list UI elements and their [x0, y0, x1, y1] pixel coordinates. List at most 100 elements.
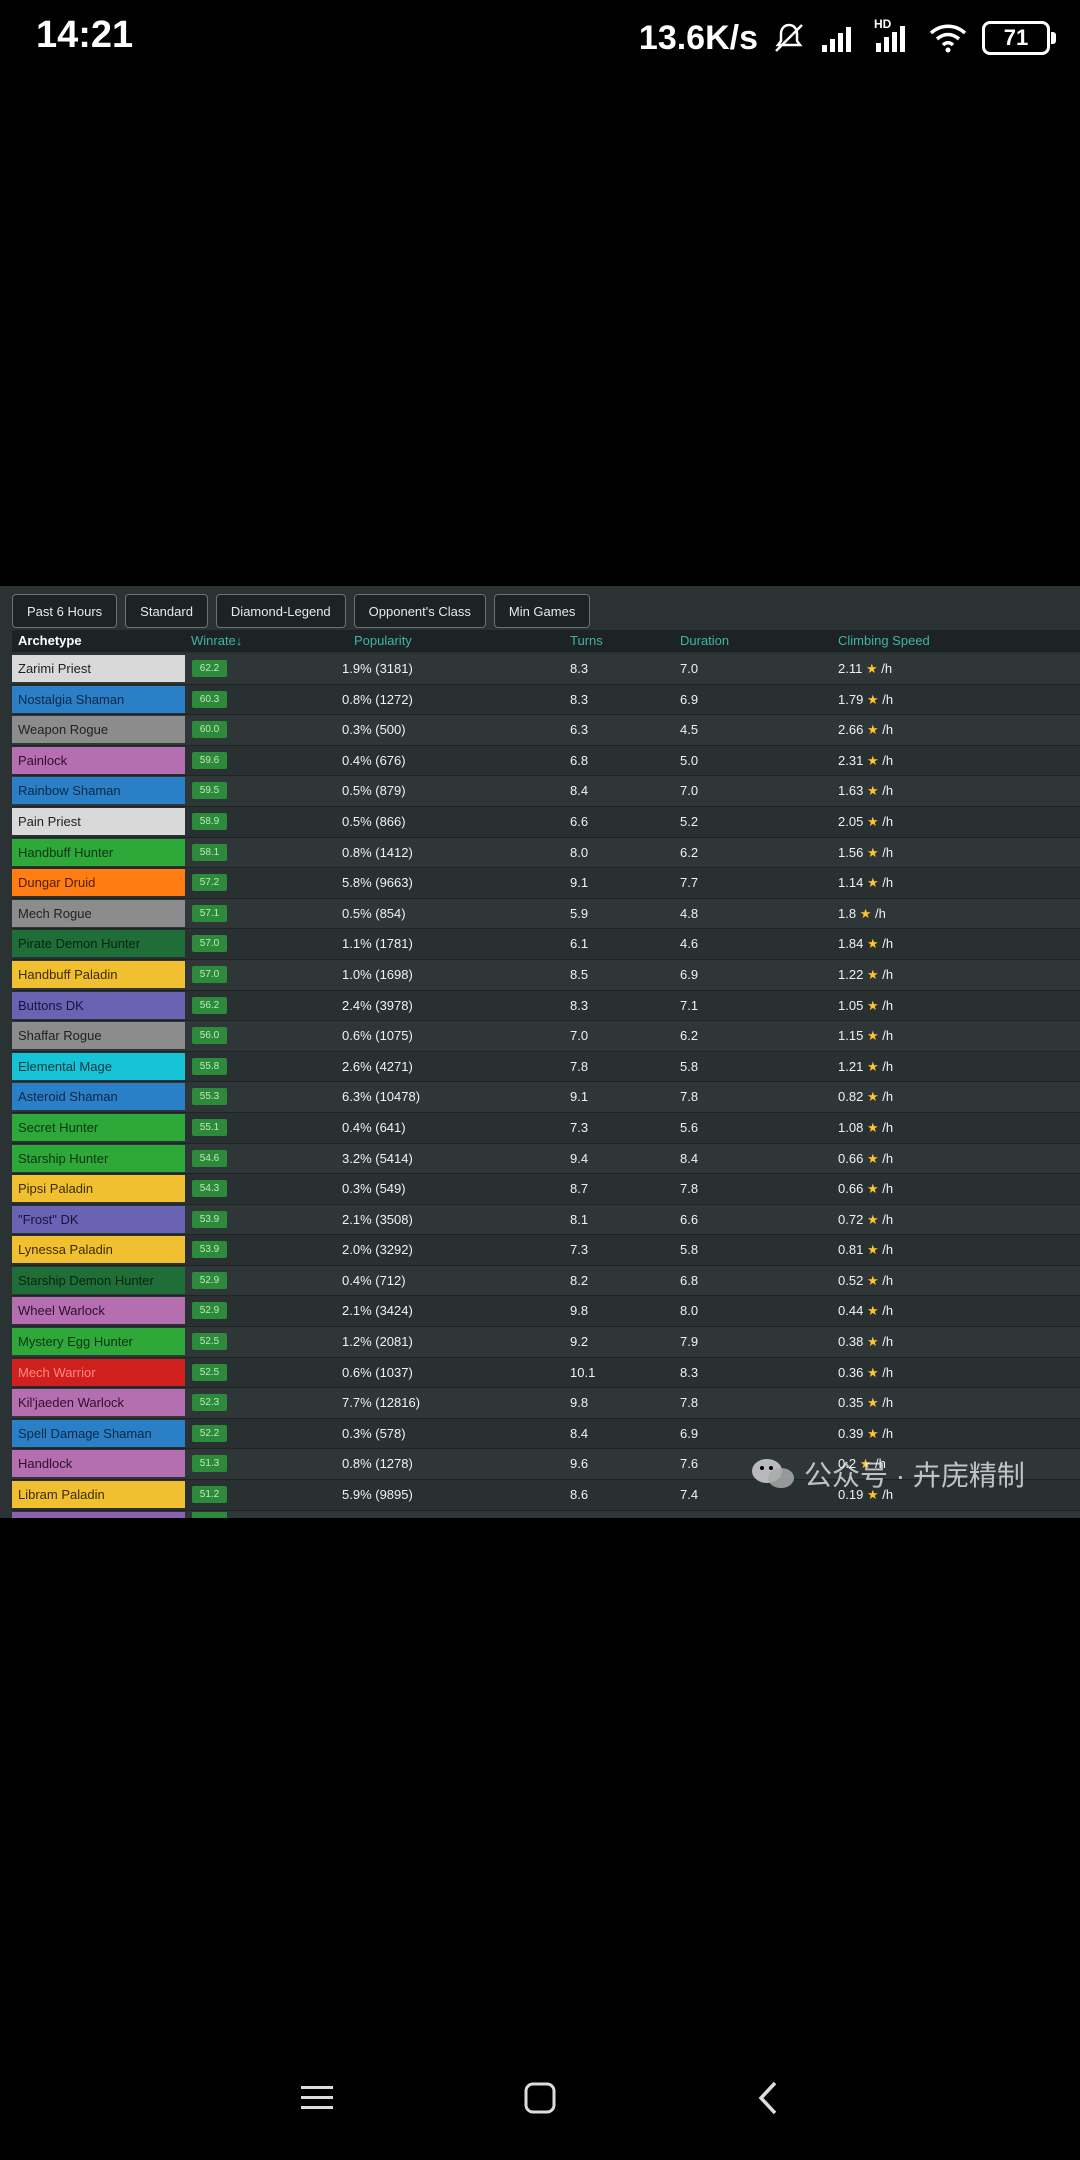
winrate-badge: 53.9 — [192, 1241, 227, 1259]
duration-cell: 5.2 — [680, 813, 699, 829]
archetype-name[interactable]: Nostalgia Shaman — [12, 685, 185, 713]
col-climbing-speed[interactable]: Climbing Speed — [838, 633, 930, 648]
duration-cell: 6.9 — [680, 1425, 699, 1441]
home-icon[interactable] — [510, 2068, 570, 2128]
archetype-name[interactable]: Dungar Druid — [12, 869, 185, 897]
table-row[interactable]: Starship Demon Hunter 52.9 0.4% (712) 8.2 6.… — [12, 1265, 1080, 1297]
table-row[interactable]: Nostalgia Shaman 60.3 0.8% (1272) 8.3 6.9 1.7… — [12, 684, 1080, 716]
table-row[interactable]: Handbuff Paladin 57.0 1.0% (1698) 8.5 6.9 1.2… — [12, 959, 1080, 991]
climbing-unit: /h — [882, 1303, 894, 1319]
star-icon: ★ — [865, 661, 878, 676]
archetype-name[interactable]: Zarimi Priest — [12, 655, 185, 682]
col-archetype[interactable]: Archetype — [18, 633, 82, 648]
climbing-speed-cell: 0.2 ★ /h — [838, 1449, 886, 1478]
archetype-name[interactable]: Spell Damage Shaman — [12, 1419, 185, 1447]
table-row[interactable]: Secret Hunter 55.1 0.4% (641) 7.3 5.6 1.08 ★ … — [12, 1112, 1080, 1144]
archetype-name[interactable]: Mech Rogue — [12, 899, 185, 927]
climbing-value: 1.8 — [838, 905, 857, 921]
table-row[interactable]: Elemental Mage 55.8 2.6% (4271) 7.8 5.8 1.21 … — [12, 1051, 1080, 1083]
popularity-cell: 7.7% (12816) — [342, 1395, 421, 1411]
table-row[interactable]: Mech Rogue 57.1 0.5% (854) 5.9 4.8 1.8 ★ /h — [12, 898, 1080, 930]
archetype-name[interactable]: Pipsi Paladin — [12, 1175, 185, 1203]
table-row[interactable]: Spell Damage Shaman 52.2 0.3% (578) 8.4 6.9 0… — [12, 1418, 1080, 1450]
filter-min-games[interactable]: Min Games — [493, 594, 591, 628]
archetype-name[interactable]: Kil'jaeden Warlock — [12, 1389, 185, 1417]
climbing-value: 0.39 — [838, 1425, 864, 1441]
menu-icon[interactable] — [287, 2068, 347, 2128]
archetype-name[interactable]: Pirate Demon Hunter — [12, 930, 185, 958]
duration-cell: 7.7 — [680, 875, 699, 891]
col-winrate[interactable]: Winrate↓ — [191, 633, 243, 648]
turns-cell: 8.7 — [570, 1181, 589, 1197]
archetype-name[interactable]: Shaffar Rogue — [12, 1022, 185, 1050]
col-popularity[interactable]: Popularity — [354, 633, 412, 648]
table-row[interactable]: Mech Warrior 52.5 0.6% (1037) 10.1 8.3 0.36 ★… — [12, 1357, 1080, 1389]
table-row[interactable]: Kil'jaeden Warlock 52.3 7.7% (12816) 9.8 7.8… — [12, 1388, 1080, 1419]
climbing-value: 0.66 — [838, 1150, 864, 1166]
table-row[interactable]: Mystery Egg Hunter 52.5 1.2% (2081) 9.2 7.9 0… — [12, 1327, 1080, 1358]
winrate-badge: 62.2 — [192, 660, 227, 677]
filter-opponent-s-class[interactable]: Opponent's Class — [353, 594, 486, 628]
back-icon[interactable] — [738, 2068, 798, 2128]
table-row[interactable]: Buttons DK 56.2 2.4% (3978) 8.3 7.1 1.05 ★ /h — [12, 990, 1080, 1022]
table-row[interactable]: Pain Priest 58.9 0.5% (866) 6.6 5.2 2.05 ★ /h — [12, 806, 1080, 838]
archetype-name[interactable]: Handlock — [12, 1450, 185, 1478]
table-row[interactable]: Pirate Demon Hunter 57.0 1.1% (1781) 6.1 4.6… — [12, 929, 1080, 960]
filter-diamond-legend[interactable]: Diamond-Legend — [215, 594, 346, 628]
table-row[interactable]: "Frost" DK 53.9 2.1% (3508) 8.1 6.6 0.72 ★ /h — [12, 1204, 1080, 1236]
duration-cell: 6.6 — [680, 1211, 699, 1227]
archetype-name[interactable]: Pain Priest — [12, 807, 185, 835]
climbing-speed-cell: 0.52 ★ /h — [838, 1266, 893, 1295]
archetype-name[interactable]: Weapon Rogue — [12, 716, 185, 744]
table-row[interactable]: Handbuff Hunter 58.1 0.8% (1412) 8.0 6.2 1.56… — [12, 837, 1080, 869]
archetype-name[interactable]: Mech Warrior — [12, 1358, 185, 1386]
winrate-badge: 56.2 — [192, 996, 227, 1014]
table-row[interactable]: Painlock 59.6 0.4% (676) 6.8 5.0 2.31 ★ /h — [12, 745, 1080, 777]
stats-panel: Past 6 Hours Standard Diamond-Legend Oppone… — [0, 586, 1080, 1518]
table-row[interactable]: Shaffar Rogue 56.0 0.6% (1075) 7.0 6.2 1.15 ★… — [12, 1021, 1080, 1052]
popularity-cell: 0.8% (1278) — [342, 1456, 413, 1472]
table-row[interactable]: Weapon Rogue 60.0 0.3% (500) 6.3 4.5 2.66 ★ /… — [12, 715, 1080, 746]
table-row[interactable]: Wheel Warlock 52.9 2.1% (3424) 9.8 8.0 0.44 ★… — [12, 1296, 1080, 1328]
watermark: 公众号 · 卉庑精制 — [750, 1454, 1025, 1494]
popularity-cell: 0.6% (1075) — [342, 1028, 413, 1044]
filter-past-6-hours[interactable]: Past 6 Hours — [12, 594, 118, 628]
table-row[interactable]: Starship Hunter 54.6 3.2% (5414) 9.4 8.4 0.66… — [12, 1143, 1080, 1175]
table-row[interactable]: Rainbow Shaman 59.5 0.5% (879) 8.4 7.0 1.63 ★… — [12, 776, 1080, 807]
archetype-name[interactable]: Painlock — [12, 746, 185, 774]
filter-standard[interactable]: Standard — [125, 594, 208, 628]
star-icon: ★ — [866, 1487, 879, 1503]
archetype-name[interactable]: Mystery Egg Hunter — [12, 1328, 185, 1356]
archetype-name[interactable]: Asteroid Shaman — [12, 1083, 185, 1111]
duration-cell: 4.6 — [680, 936, 699, 952]
archetype-name[interactable]: Handbuff Hunter — [12, 838, 185, 866]
archetype-name[interactable]: Elemental Mage — [12, 1052, 185, 1080]
star-icon: ★ — [866, 691, 879, 707]
duration-cell: 7.8 — [680, 1089, 699, 1105]
archetype-name[interactable]: Starship Demon Hunter — [12, 1266, 185, 1294]
archetype-name[interactable]: Wheel Warlock — [12, 1297, 185, 1325]
archetype-name[interactable]: Secret Hunter — [12, 1113, 185, 1141]
archetype-name[interactable]: Libram Paladin — [12, 1481, 185, 1509]
table-row[interactable]: Asteroid Shaman 55.3 6.3% (10478) 9.1 7.8 0.8… — [12, 1082, 1080, 1113]
archetype-name[interactable]: Buttons DK — [12, 991, 185, 1019]
table-row[interactable]: Dungar Druid 57.2 5.8% (9663) 9.1 7.7 1.14 ★ … — [12, 868, 1080, 899]
popularity-cell: 6.1% (10126) — [342, 1511, 420, 1519]
star-icon: ★ — [866, 966, 879, 982]
archetype-name[interactable]: Starship Hunter — [12, 1144, 185, 1172]
archetype-name[interactable]: "Frost" DK — [12, 1205, 185, 1233]
table-row[interactable]: Lynessa Paladin 53.9 2.0% (3292) 7.3 5.8 0.81… — [12, 1235, 1080, 1266]
table-row[interactable]: Pipsi Paladin 54.3 0.3% (549) 8.7 7.8 0.66 ★ … — [12, 1174, 1080, 1205]
duration-cell: 8.3 — [680, 1364, 699, 1380]
table-row[interactable]: Libram Paladin 51.2 5.9% (9895) 8.6 7.4 0.19 … — [12, 1480, 1080, 1511]
col-duration[interactable]: Duration — [680, 633, 730, 648]
table-row[interactable]: Zarimi Priest 62.2 1.9% (3181) 8.3 7.0 2.11 ★… — [12, 654, 1080, 685]
archetype-name[interactable]: Rainbow Shaman — [12, 777, 185, 805]
climbing-unit: /h — [882, 1150, 894, 1166]
climbing-value: 2.31 — [838, 752, 864, 768]
table-row[interactable]: Handlock 51.3 0.8% (1278) 9.6 7.6 0.2 ★ /h — [12, 1449, 1080, 1481]
col-turns[interactable]: Turns — [570, 633, 603, 648]
archetype-name[interactable]: Handbuff Paladin — [12, 960, 185, 988]
archetype-name[interactable]: Lynessa Paladin — [12, 1236, 185, 1264]
turns-cell: 8.3 — [570, 661, 589, 676]
